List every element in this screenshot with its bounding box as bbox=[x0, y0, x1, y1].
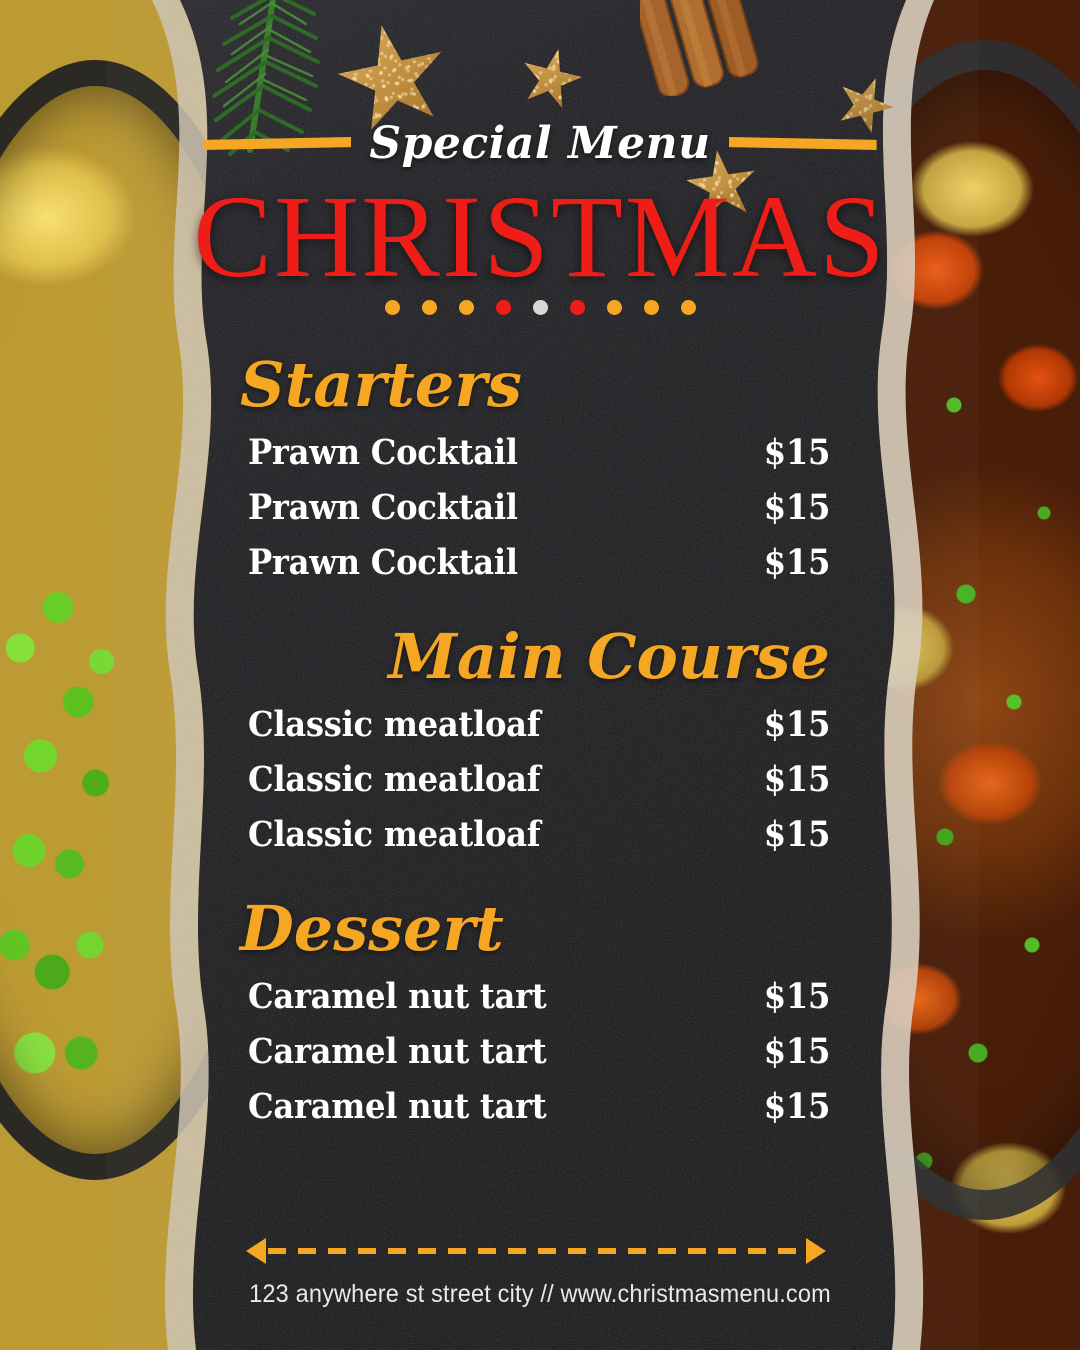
special-menu-label: Special Menu bbox=[369, 118, 711, 169]
section-spacer bbox=[240, 862, 830, 896]
menu-item-price: $15 bbox=[763, 1086, 831, 1128]
menu-item-name: Caramel nut tart bbox=[248, 1086, 547, 1128]
menu-dark-panel bbox=[180, 0, 906, 1350]
menu-sections: Starters Prawn Cocktail $15 Prawn Cocktail $… bbox=[240, 352, 830, 1134]
menu-item-row: Classic meatloaf $15 bbox=[240, 807, 830, 862]
divider-dot-2 bbox=[458, 300, 474, 315]
menu-item-row: Classic meatloaf $15 bbox=[240, 752, 830, 807]
menu-item-row: Prawn Cocktail $15 bbox=[240, 480, 830, 535]
menu-item-row: Caramel nut tart $15 bbox=[240, 1079, 830, 1134]
menu-item-name: Caramel nut tart bbox=[248, 1031, 547, 1073]
menu-item-price: $15 bbox=[763, 759, 831, 801]
footer-contact: 123 anywhere st street city // www.chris… bbox=[249, 1280, 831, 1308]
wave-edge-left-border bbox=[152, 0, 212, 1350]
special-menu-banner: Special Menu bbox=[0, 118, 1080, 169]
section-heading-starters: Starters bbox=[240, 348, 522, 421]
section-heading-main-course: Main Course bbox=[388, 620, 830, 694]
dashed-line bbox=[268, 1248, 804, 1254]
menu-item-name: Caramel nut tart bbox=[248, 976, 547, 1018]
menu-item-row: Caramel nut tart $15 bbox=[240, 969, 830, 1024]
menu-item-price: $15 bbox=[763, 487, 831, 529]
dot-divider bbox=[0, 300, 1080, 315]
divider-dot-6 bbox=[606, 300, 622, 315]
divider-dot-0 bbox=[384, 300, 400, 315]
page-title: CHRISTMAS bbox=[193, 171, 887, 302]
divider-dot-1 bbox=[421, 300, 437, 315]
menu-item-price: $15 bbox=[763, 976, 831, 1018]
arrow-left-icon bbox=[246, 1238, 266, 1264]
arrow-right-icon bbox=[806, 1238, 826, 1264]
section-items-dessert: Caramel nut tart $15 Caramel nut tart $15 Ca… bbox=[240, 969, 830, 1134]
divider-dot-5 bbox=[569, 300, 585, 315]
menu-item-name: Classic meatloaf bbox=[248, 759, 541, 801]
menu-item-row: Prawn Cocktail $15 bbox=[240, 535, 830, 590]
menu-item-name: Classic meatloaf bbox=[248, 704, 541, 746]
section-spacer bbox=[240, 590, 830, 624]
wave-edge-right-border bbox=[877, 0, 934, 1350]
menu-item-price: $15 bbox=[763, 704, 831, 746]
menu-item-row: Classic meatloaf $15 bbox=[240, 697, 830, 752]
menu-item-price: $15 bbox=[763, 432, 831, 474]
section-items-starters: Prawn Cocktail $15 Prawn Cocktail $15 Prawn … bbox=[240, 425, 830, 590]
menu-item-price: $15 bbox=[763, 814, 831, 856]
section-items-main-course: Classic meatloaf $15 Classic meatloaf $15 Cl… bbox=[240, 697, 830, 862]
menu-item-price: $15 bbox=[763, 1031, 831, 1073]
divider-dot-7 bbox=[643, 300, 659, 315]
divider-dot-8 bbox=[680, 300, 696, 315]
menu-item-name: Prawn Cocktail bbox=[248, 487, 518, 529]
menu-item-name: Prawn Cocktail bbox=[248, 542, 518, 584]
menu-item-price: $15 bbox=[763, 542, 831, 584]
divider-dot-4 bbox=[532, 300, 548, 315]
brush-stroke-left bbox=[203, 137, 352, 150]
menu-item-name: Prawn Cocktail bbox=[248, 432, 518, 474]
brush-stroke-right bbox=[728, 137, 877, 150]
menu-item-row: Caramel nut tart $15 bbox=[240, 1024, 830, 1079]
menu-item-name: Classic meatloaf bbox=[248, 814, 541, 856]
divider-dot-3 bbox=[495, 300, 511, 315]
section-heading-dessert: Dessert bbox=[240, 892, 504, 966]
dashed-arrow-divider bbox=[246, 1238, 826, 1264]
menu-item-row: Prawn Cocktail $15 bbox=[240, 425, 830, 480]
